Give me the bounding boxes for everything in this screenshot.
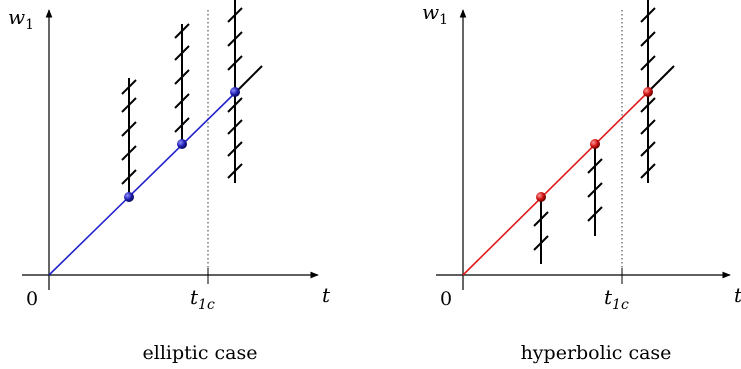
trajectory-point-3: [643, 87, 653, 97]
trajectory-point-1: [536, 192, 546, 202]
black-trajectory-extension: [235, 65, 263, 93]
blue-trajectory-line: [48, 91, 237, 276]
x-axis-label: t: [322, 283, 331, 307]
panel-elliptic: w1 t 0 t1c elliptic case: [8, 0, 331, 364]
hatched-segment-1: [121, 78, 137, 197]
panel-caption: hyperbolic case: [521, 342, 672, 364]
red-trajectory-line: [462, 91, 649, 276]
panel-caption: elliptic case: [143, 342, 258, 364]
origin-label: 0: [26, 288, 38, 310]
trajectory-point-2: [177, 139, 187, 149]
panel-hyperbolic: w1 t 0 t1c hyperbolic case: [422, 0, 741, 364]
hatched-segment-2: [174, 23, 190, 144]
trajectory-point-2: [590, 139, 600, 149]
black-trajectory-extension: [647, 65, 675, 93]
y-axis-label: w1: [422, 0, 448, 28]
hatched-segment-1: [533, 197, 549, 264]
critical-time-label: t1c: [604, 285, 629, 313]
critical-time-label: t1c: [190, 285, 215, 313]
origin-label: 0: [440, 288, 452, 310]
x-axis-label: t: [734, 283, 741, 307]
trajectory-point-3: [230, 87, 240, 97]
hatched-segment-2: [587, 144, 603, 236]
y-axis-label: w1: [8, 5, 34, 33]
trajectory-point-1: [124, 192, 134, 202]
